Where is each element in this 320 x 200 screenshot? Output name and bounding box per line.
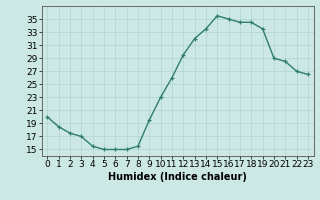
- X-axis label: Humidex (Indice chaleur): Humidex (Indice chaleur): [108, 172, 247, 182]
